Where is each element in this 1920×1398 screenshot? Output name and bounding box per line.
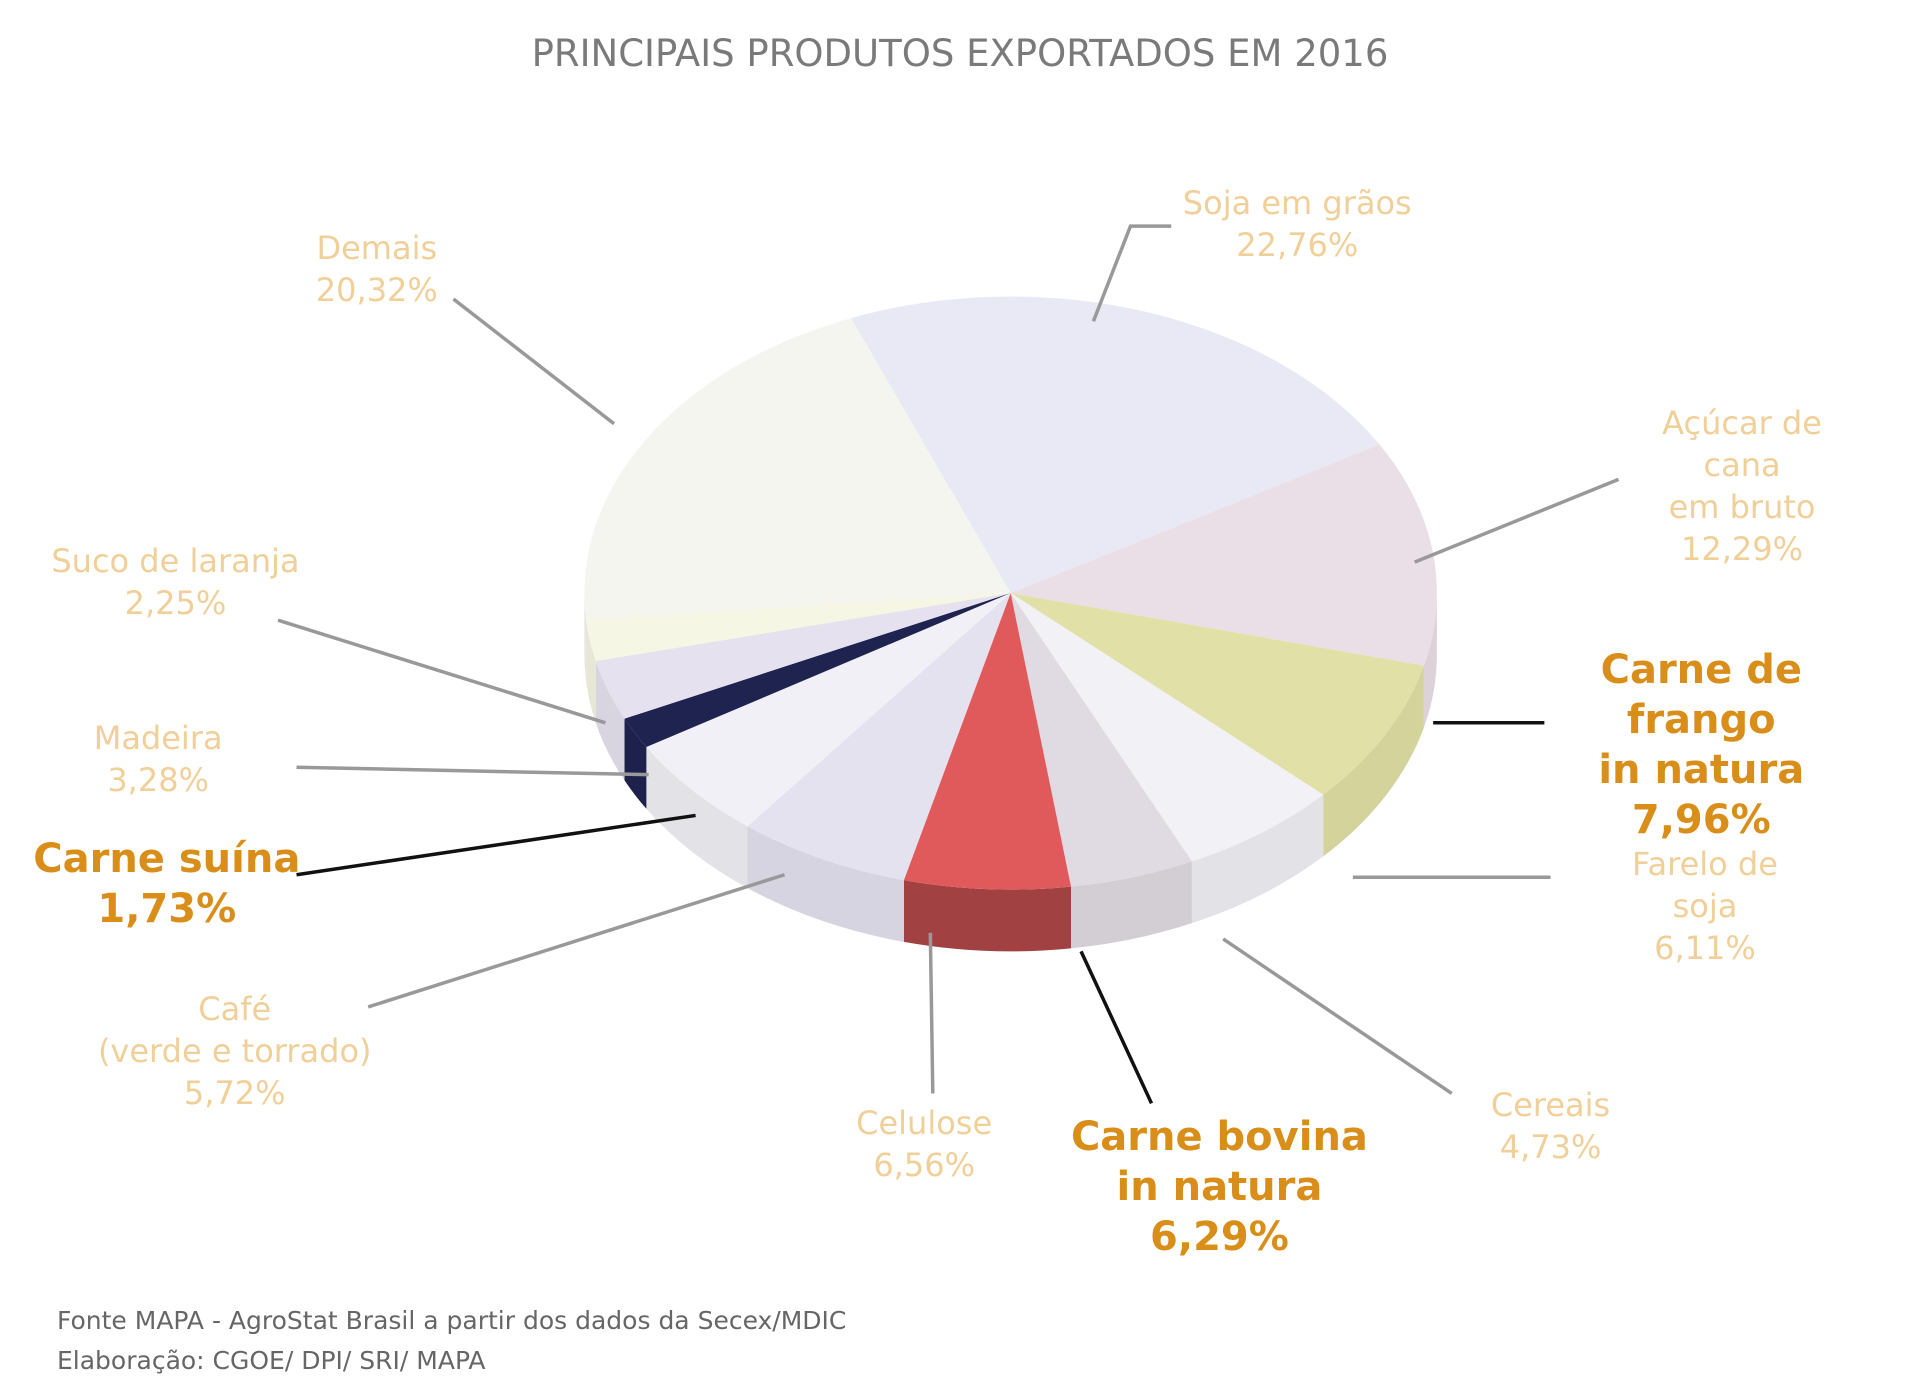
slice-value: 12,29% xyxy=(1681,529,1804,568)
leader-line xyxy=(296,813,696,877)
source-note: Elaboração: CGOE/ DPI/ SRI/ MAPA xyxy=(57,1346,486,1375)
pie-slice-side xyxy=(747,826,904,942)
source-note: Fonte MAPA - AgroStat Brasil a partir do… xyxy=(57,1306,847,1335)
leader-line xyxy=(1222,937,1453,1095)
slice-name: Carne bovina in natura xyxy=(1070,1113,1368,1210)
pie-slice-side xyxy=(1191,794,1324,924)
pie-slice xyxy=(1010,444,1437,666)
slice-value: 2,25% xyxy=(124,583,227,622)
pie-slice xyxy=(1010,593,1424,795)
slice-name: Demais xyxy=(316,229,438,268)
slice-label: Madeira 3,28% xyxy=(94,717,223,801)
slice-name: Carne suína xyxy=(33,835,301,882)
slice-value: 7,96% xyxy=(1631,796,1771,843)
slice-value: 4,73% xyxy=(1499,1127,1602,1166)
slice-label: Carne de frango in natura 7,96% xyxy=(1592,645,1811,845)
pie-slice xyxy=(646,593,1011,827)
leader-line xyxy=(367,873,786,1009)
pie-slice xyxy=(595,593,1011,719)
leader-line xyxy=(1091,224,1172,322)
slice-label: Soja em grãos 22,76% xyxy=(1183,182,1412,266)
slice-name: Café (verde e torrado) xyxy=(97,990,372,1071)
slice-label: Demais 20,32% xyxy=(316,227,438,311)
pie-slice-side xyxy=(1423,593,1437,728)
slice-name: Suco de laranja xyxy=(51,541,300,580)
pie-slice-side xyxy=(1070,861,1192,949)
pie-slice xyxy=(586,593,1011,662)
slice-value: 1,73% xyxy=(97,885,237,932)
leader-line xyxy=(928,932,935,1094)
slice-name: Farelo de soja xyxy=(1632,844,1778,925)
chart-title: PRINCIPAIS PRODUTOS EXPORTADOS EM 2016 xyxy=(531,32,1389,75)
pie-slice xyxy=(624,593,1011,748)
slice-value: 20,32% xyxy=(315,271,438,310)
pie-slice xyxy=(903,593,1071,890)
leader-line xyxy=(452,297,616,426)
slice-value: 6,11% xyxy=(1654,928,1756,967)
slice-name: Celulose xyxy=(856,1104,993,1143)
slice-label: Cereais 4,73% xyxy=(1491,1084,1610,1168)
slice-label: Celulose 6,56% xyxy=(856,1102,992,1186)
slice-name: Carne de frango in natura xyxy=(1598,646,1805,793)
pie-slice-side xyxy=(584,593,587,682)
slice-name: Açúcar de cana em bruto xyxy=(1662,403,1822,526)
pie-slice xyxy=(747,593,1011,881)
slice-value: 5,72% xyxy=(183,1074,286,1113)
pie-slice-side xyxy=(646,747,748,889)
slice-name: Soja em grãos xyxy=(1182,183,1412,222)
pie-slice-side xyxy=(1323,665,1424,857)
pie-slice-side xyxy=(903,880,1071,952)
leader-line xyxy=(1079,950,1154,1105)
pie-slice xyxy=(850,296,1380,594)
slice-label: Carne bovina in natura 6,29% xyxy=(1071,1112,1368,1262)
pie-slice xyxy=(584,318,1011,620)
leader-line xyxy=(296,765,649,777)
slice-label: Açúcar de cana em bruto 12,29% xyxy=(1653,402,1831,570)
slice-label: Carne suína 1,73% xyxy=(33,834,300,934)
slice-label: Café (verde e torrado) 5,72% xyxy=(98,988,372,1114)
leader-line xyxy=(277,618,606,725)
slice-label: Farelo de soja 6,11% xyxy=(1597,843,1812,969)
slice-name: Cereais xyxy=(1490,1085,1611,1124)
slice-value: 22,76% xyxy=(1236,225,1359,264)
slice-name: Madeira xyxy=(93,718,223,757)
pie-slice-side xyxy=(586,619,596,723)
slice-value: 3,28% xyxy=(107,760,209,799)
pie-slice-side xyxy=(624,718,647,809)
pie-slice xyxy=(1010,593,1192,887)
pie-slice xyxy=(1010,593,1324,862)
pie-slice-side xyxy=(595,661,625,781)
slice-value: 6,56% xyxy=(873,1146,975,1185)
slice-value: 6,29% xyxy=(1150,1213,1289,1260)
leader-line xyxy=(1413,477,1620,564)
slice-label: Suco de laranja 2,25% xyxy=(51,540,299,624)
